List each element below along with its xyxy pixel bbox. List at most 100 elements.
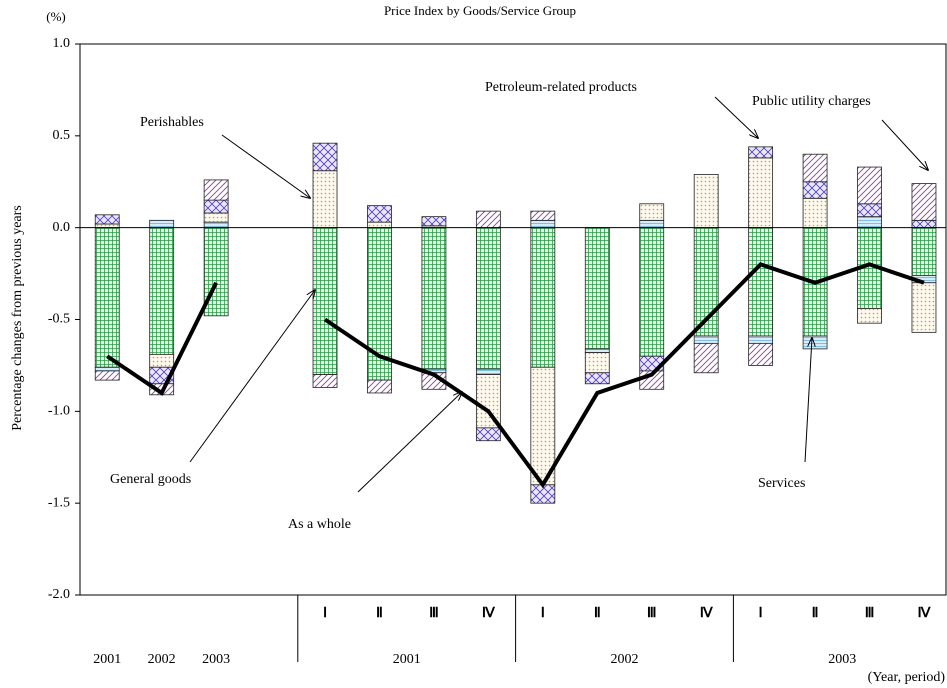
x-group-label: 2002 bbox=[611, 652, 639, 667]
y-tick-label: 0.0 bbox=[53, 220, 71, 235]
bar-segment bbox=[584, 352, 610, 374]
bar-segment bbox=[475, 427, 501, 442]
bar-segment bbox=[584, 227, 610, 350]
bar-segment bbox=[639, 219, 665, 229]
bar-segment bbox=[475, 227, 501, 370]
x-tick-label: Ⅰ bbox=[541, 606, 545, 621]
series-annotation: Petroleum-related products bbox=[485, 80, 637, 95]
bar-segment bbox=[94, 214, 120, 225]
x-tick-label: Ⅱ bbox=[594, 606, 601, 621]
bar-segment bbox=[857, 216, 882, 229]
annotation-arrow bbox=[804, 338, 812, 463]
y-tick-label: 1.0 bbox=[53, 36, 71, 51]
bar-segment bbox=[693, 335, 719, 344]
bar-segment bbox=[149, 219, 175, 229]
bar-segment bbox=[203, 199, 229, 214]
series-annotation: As a whole bbox=[288, 517, 351, 532]
y-tick-label: -1.5 bbox=[48, 495, 70, 510]
x-tick-label: Ⅲ bbox=[429, 606, 439, 621]
bar-segment bbox=[911, 219, 937, 229]
bar-segment bbox=[584, 372, 610, 385]
x-tick-label: Ⅰ bbox=[323, 606, 327, 621]
bar-segment bbox=[149, 353, 175, 368]
bar-segment bbox=[802, 153, 828, 183]
bar-segment bbox=[475, 368, 501, 375]
bar-segment bbox=[639, 203, 665, 221]
bar-segment bbox=[857, 166, 882, 205]
bar-segment bbox=[312, 227, 338, 376]
chart-title: Price Index by Goods/Service Group bbox=[384, 3, 576, 18]
bar-segment bbox=[367, 221, 392, 229]
bar-segment bbox=[94, 370, 120, 381]
bar-segment bbox=[748, 146, 774, 159]
line-series bbox=[323, 262, 925, 489]
x-tick-label: 2001 bbox=[93, 652, 121, 667]
bar-segment bbox=[475, 210, 501, 229]
x-tick-label: 2003 bbox=[202, 652, 230, 667]
bar-segment bbox=[203, 221, 229, 229]
bar-segment bbox=[857, 203, 882, 218]
bar-segment bbox=[530, 366, 556, 486]
bar-segment bbox=[693, 342, 719, 374]
bar-segment bbox=[911, 183, 937, 221]
line-series bbox=[106, 281, 218, 396]
bar-segment bbox=[312, 170, 338, 229]
bar-segment bbox=[149, 227, 175, 355]
bar-segment bbox=[911, 227, 937, 276]
series-annotation: Services bbox=[758, 476, 805, 491]
bar-segment bbox=[802, 197, 828, 229]
bar-segment bbox=[693, 174, 719, 229]
bar-segment bbox=[748, 342, 774, 366]
bar-segment bbox=[312, 142, 338, 172]
x-note: (Year, period) bbox=[868, 670, 946, 685]
x-tick-label: Ⅲ bbox=[865, 606, 875, 621]
bar-segment bbox=[94, 223, 120, 229]
x-tick-label: Ⅰ bbox=[759, 606, 763, 621]
x-tick-label: Ⅳ bbox=[482, 606, 496, 621]
annotation-arrow bbox=[189, 290, 315, 463]
x-tick-label: Ⅱ bbox=[376, 606, 383, 621]
bar-segment bbox=[530, 219, 556, 229]
bar-segment bbox=[421, 216, 447, 227]
series-annotation: Public utility charges bbox=[752, 94, 871, 109]
bar-segment bbox=[421, 227, 447, 370]
x-tick-label: Ⅳ bbox=[700, 606, 714, 621]
bar-segment bbox=[203, 212, 229, 223]
bar-segment bbox=[94, 366, 120, 372]
bar-segment bbox=[748, 157, 774, 229]
y-tick-label: -0.5 bbox=[48, 312, 70, 327]
x-group-label: 2003 bbox=[828, 652, 856, 667]
bar-segment bbox=[312, 374, 338, 388]
y-tick-label: -1.0 bbox=[48, 404, 70, 419]
series-annotation: Perishables bbox=[140, 115, 204, 130]
annotation-arrow bbox=[357, 392, 462, 493]
unit-label: (%) bbox=[46, 9, 66, 24]
bar-segment bbox=[530, 227, 556, 368]
bar-segment bbox=[857, 308, 882, 324]
bar-segment bbox=[203, 179, 229, 201]
annotation-arrow bbox=[881, 119, 928, 170]
bar-segment bbox=[367, 379, 392, 394]
bar-segment bbox=[802, 335, 828, 350]
x-tick-label: Ⅳ bbox=[918, 606, 932, 621]
bar-segment bbox=[639, 227, 665, 357]
x-tick-label: Ⅱ bbox=[812, 606, 819, 621]
bar-segment bbox=[530, 210, 556, 221]
y-axis-label: Percentage changes from previous years bbox=[10, 205, 25, 430]
bar-segment bbox=[802, 181, 828, 199]
x-group-label: 2001 bbox=[393, 652, 421, 667]
y-tick-label: -2.0 bbox=[48, 587, 70, 602]
bar-segment bbox=[748, 335, 774, 344]
annotation-arrow bbox=[221, 134, 310, 198]
bar-segment bbox=[748, 227, 774, 337]
x-tick-label: Ⅲ bbox=[647, 606, 657, 621]
bar-segment bbox=[94, 227, 120, 368]
annotation-arrow bbox=[714, 96, 758, 138]
x-tick-label: 2002 bbox=[148, 652, 176, 667]
bar-segment bbox=[584, 348, 610, 353]
bar-segment bbox=[367, 205, 392, 223]
bar-segment bbox=[911, 282, 937, 333]
y-tick-label: 0.5 bbox=[53, 128, 71, 143]
series-annotation: General goods bbox=[110, 472, 191, 487]
